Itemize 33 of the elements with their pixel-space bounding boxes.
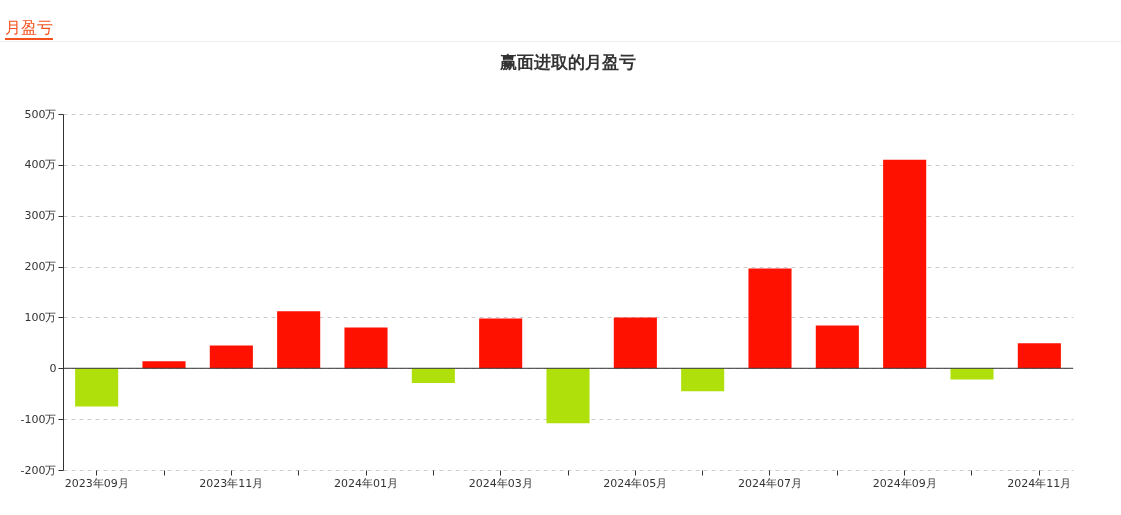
x-tick-label: 2024年03月 — [468, 476, 533, 490]
bar — [815, 325, 859, 369]
y-tick-label: 200万 — [24, 260, 57, 274]
x-tick-label: 2023年09月 — [64, 476, 129, 490]
bar — [479, 318, 523, 369]
x-tick-label: 2024年07月 — [738, 476, 802, 490]
y-tick-label: 400万 — [24, 158, 57, 172]
bar — [411, 368, 455, 384]
x-tick-label: 2024年05月 — [603, 476, 668, 490]
y-tick-label: 300万 — [24, 209, 57, 223]
y-tick-label: 100万 — [24, 310, 57, 324]
bar — [1017, 343, 1061, 369]
bar — [681, 368, 725, 392]
y-tick-label: 500万 — [24, 107, 57, 121]
x-tick-label: 2024年01月 — [334, 476, 398, 490]
bar — [142, 361, 186, 369]
bar — [748, 268, 792, 369]
bar — [950, 368, 994, 380]
y-tick-label: 0 — [49, 361, 57, 375]
bar — [277, 311, 321, 369]
y-tick-label: -100万 — [20, 412, 57, 426]
x-tick-label: 2024年11月 — [1007, 476, 1072, 490]
y-tick-label: -200万 — [20, 463, 57, 477]
bar — [209, 345, 253, 369]
x-tick-label: 2024年09月 — [872, 476, 937, 490]
bar — [613, 317, 657, 369]
text: 月盈亏 — [5, 18, 53, 40]
bar — [344, 327, 388, 369]
chart-title: 赢面进取的月盈亏 — [499, 52, 636, 72]
bar — [75, 368, 119, 407]
x-tick-label: 2023年11月 — [199, 476, 264, 490]
bar — [883, 159, 927, 369]
bar — [546, 368, 590, 424]
